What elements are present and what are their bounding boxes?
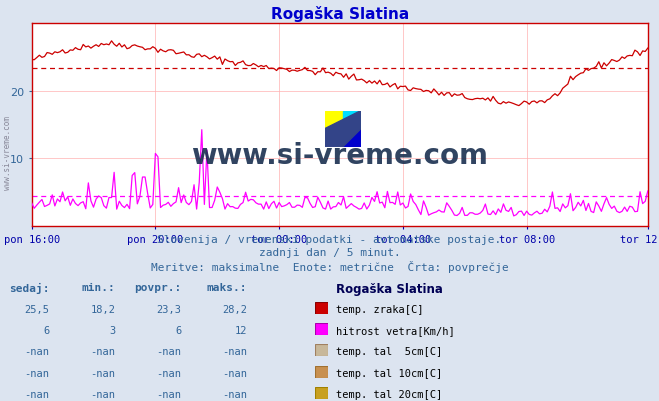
Bar [343, 111, 361, 130]
Text: -nan: -nan [90, 346, 115, 356]
Text: -nan: -nan [24, 389, 49, 399]
Text: sedaj:: sedaj: [9, 283, 49, 294]
Text: temp. tal 20cm[C]: temp. tal 20cm[C] [336, 389, 442, 399]
Text: Rogaška Slatina: Rogaška Slatina [336, 283, 443, 296]
Text: 28,2: 28,2 [222, 304, 247, 314]
Text: -nan: -nan [90, 389, 115, 399]
Text: www.si-vreme.com: www.si-vreme.com [3, 115, 13, 189]
Text: -nan: -nan [156, 346, 181, 356]
Text: 18,2: 18,2 [90, 304, 115, 314]
Text: -nan: -nan [24, 346, 49, 356]
Text: 23,3: 23,3 [156, 304, 181, 314]
Text: hitrost vetra[Km/h]: hitrost vetra[Km/h] [336, 325, 455, 335]
Text: temp. tal 10cm[C]: temp. tal 10cm[C] [336, 368, 442, 378]
Text: povpr.:: povpr.: [134, 283, 181, 293]
Polygon shape [325, 111, 361, 148]
Text: Slovenija / vremenski podatki - avtomatske postaje.: Slovenija / vremenski podatki - avtomats… [158, 235, 501, 245]
Text: www.si-vreme.com: www.si-vreme.com [191, 142, 488, 170]
Text: temp. tal  5cm[C]: temp. tal 5cm[C] [336, 346, 442, 356]
Text: -nan: -nan [222, 346, 247, 356]
Text: Meritve: maksimalne  Enote: metrične  Črta: povprečje: Meritve: maksimalne Enote: metrične Črta… [151, 261, 508, 273]
Text: min.:: min.: [82, 283, 115, 293]
Text: 6: 6 [175, 325, 181, 335]
Text: 3: 3 [109, 325, 115, 335]
Text: zadnji dan / 5 minut.: zadnji dan / 5 minut. [258, 248, 401, 258]
Text: 6: 6 [43, 325, 49, 335]
Text: -nan: -nan [24, 368, 49, 378]
Text: -nan: -nan [90, 368, 115, 378]
Text: -nan: -nan [156, 368, 181, 378]
Text: 25,5: 25,5 [24, 304, 49, 314]
Bar [343, 130, 361, 148]
Title: Rogaška Slatina: Rogaška Slatina [271, 6, 409, 22]
Text: maks.:: maks.: [207, 283, 247, 293]
Text: -nan: -nan [156, 389, 181, 399]
Text: temp. zraka[C]: temp. zraka[C] [336, 304, 424, 314]
Text: -nan: -nan [222, 368, 247, 378]
Text: -nan: -nan [222, 389, 247, 399]
Text: 12: 12 [235, 325, 247, 335]
Bar [325, 111, 343, 130]
